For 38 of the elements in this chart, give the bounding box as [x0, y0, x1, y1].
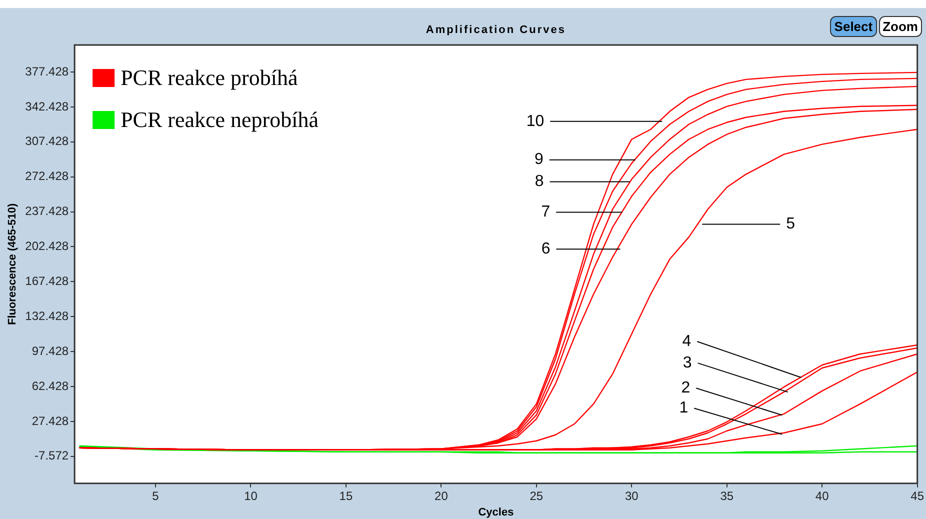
- chart-title: Amplification Curves: [426, 24, 566, 36]
- y-tick-label: 237.428: [25, 204, 69, 218]
- x-tick-label: 40: [815, 488, 830, 503]
- y-tick-label: 307.428: [25, 134, 69, 148]
- x-tick-label: 10: [244, 488, 258, 503]
- y-axis-title: Fluorescence (465-510): [6, 203, 19, 326]
- y-tick-label: 62.428: [32, 378, 69, 393]
- x-tick-label: 30: [624, 488, 639, 503]
- y-tick-label: 202.428: [25, 239, 69, 254]
- toolbar-button: Select: [830, 16, 877, 37]
- y-tick-label: -7.572: [34, 448, 69, 463]
- x-tick-label: 35: [720, 488, 734, 503]
- x-tick-label: 25: [530, 488, 544, 503]
- legend-label: PCR reakce probíhá: [120, 64, 298, 90]
- x-tick-label: 5: [152, 488, 160, 503]
- annotation: 8: [534, 173, 544, 190]
- annotation: 7: [541, 204, 550, 221]
- annotation: 3: [682, 354, 692, 372]
- annotation: 6: [541, 240, 550, 258]
- annotation: 5: [786, 216, 796, 233]
- x-axis-title: Cycles: [478, 506, 514, 518]
- annotation: 4: [682, 332, 692, 350]
- y-tick-label: 132.428: [25, 308, 69, 323]
- y-tick-label: 167.428: [25, 274, 69, 288]
- y-tick-label: 97.428: [32, 344, 69, 358]
- annotation: 10: [526, 112, 544, 130]
- y-tick-label: 342.428: [25, 99, 69, 114]
- x-tick-label: 15: [339, 488, 353, 503]
- x-tick-label: 45: [910, 488, 924, 503]
- annotation: 1: [679, 400, 688, 417]
- toolbar-button: Zoom: [878, 16, 922, 37]
- y-tick-label: 272.428: [25, 169, 69, 184]
- x-tick-label: 20: [434, 488, 448, 503]
- annotation: 2: [681, 380, 690, 397]
- y-tick-label: 377.428: [25, 64, 69, 78]
- legend-label: PCR reakce neprobíhá: [120, 106, 319, 132]
- annotation: 9: [534, 151, 544, 168]
- y-tick-label: 27.428: [32, 414, 69, 428]
